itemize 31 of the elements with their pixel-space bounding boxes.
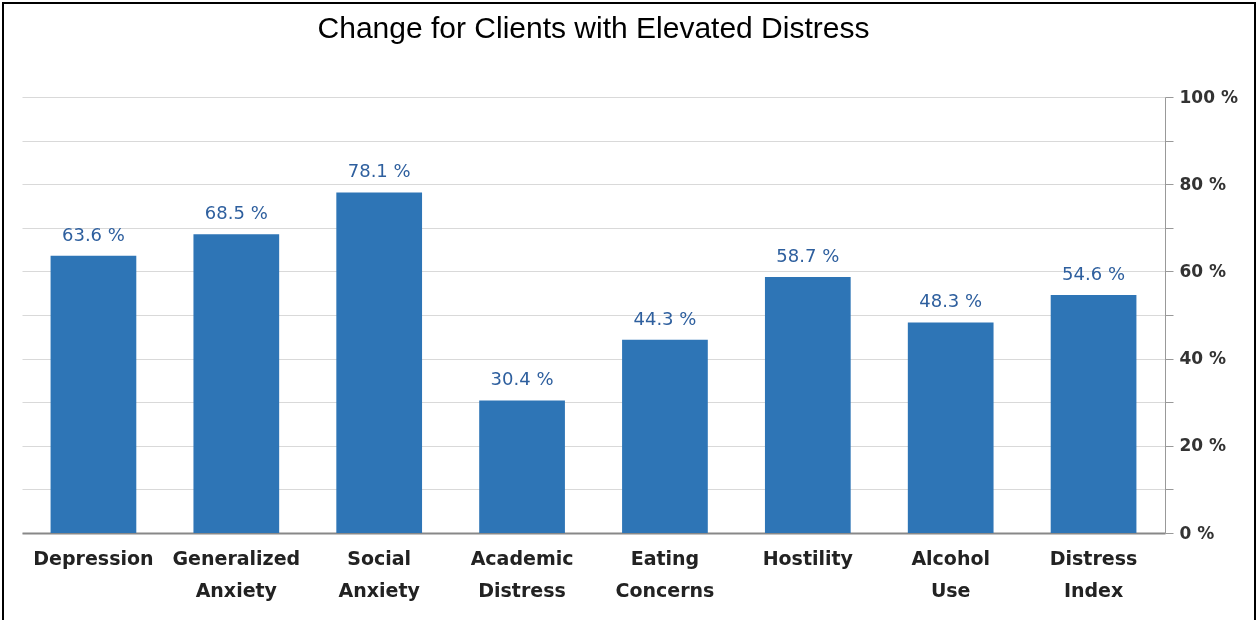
x-tick-label: Eating Concerns xyxy=(615,546,715,601)
x-tick-label: Social Anxiety xyxy=(338,546,421,601)
data-label: 44.3 % xyxy=(633,307,697,329)
x-tick-label: Hostility xyxy=(762,546,854,569)
data-label: 63.6 % xyxy=(61,223,125,245)
bar xyxy=(193,234,280,533)
bar xyxy=(50,255,137,533)
x-tick-label: Alcohol Use xyxy=(911,546,991,601)
data-label: 54.6 % xyxy=(1062,262,1126,284)
y-tick-label: 0 % xyxy=(1179,522,1215,543)
data-label: 78.1 % xyxy=(347,160,411,182)
x-tick-label: Generalized Anxiety xyxy=(172,546,301,601)
bar xyxy=(622,339,708,533)
bar xyxy=(336,192,423,533)
y-tick-label: 40 % xyxy=(1179,348,1227,369)
x-tick-label: Depression xyxy=(33,546,154,569)
bar xyxy=(907,322,994,533)
y-tick-label: 80 % xyxy=(1179,173,1227,194)
bar xyxy=(479,400,565,533)
data-label: 68.5 % xyxy=(204,202,268,224)
data-label: 58.7 % xyxy=(776,245,840,267)
bar xyxy=(764,277,851,533)
y-tick-label: 100 % xyxy=(1179,86,1238,107)
data-label: 48.3 % xyxy=(919,290,983,312)
chart-title: Change for Clients with Elevated Distress xyxy=(317,11,870,44)
x-tick-label: Academic Distress xyxy=(470,546,574,601)
x-tick-label: Distress Index xyxy=(1049,546,1138,601)
y-tick-label: 20 % xyxy=(1179,435,1227,456)
data-label: 30.4 % xyxy=(490,368,554,390)
bar xyxy=(1050,294,1137,533)
y-tick-label: 60 % xyxy=(1179,260,1227,281)
